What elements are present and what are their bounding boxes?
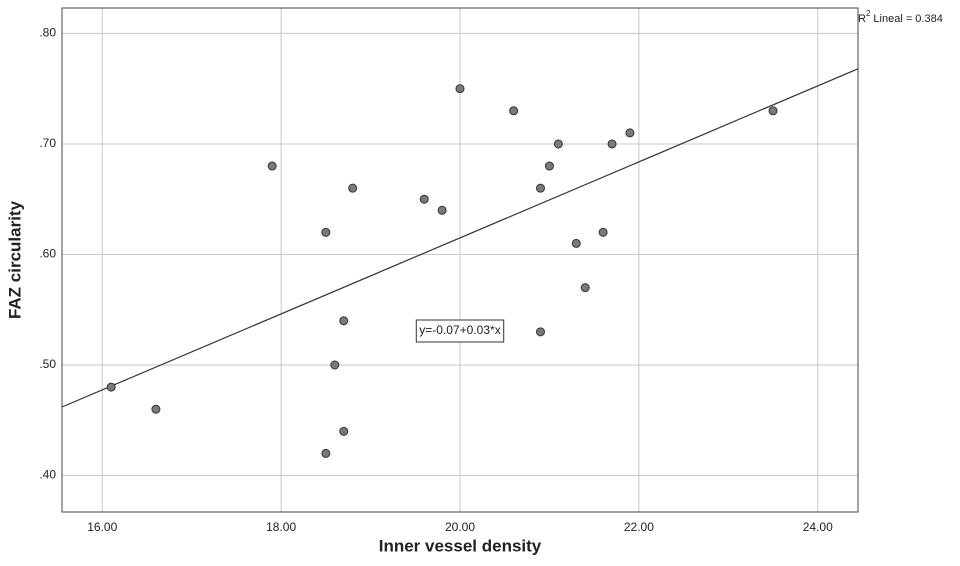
point <box>535 183 545 193</box>
point <box>321 227 331 237</box>
point <box>339 316 349 326</box>
point <box>419 194 429 204</box>
r2-superscript: 2 <box>866 9 871 18</box>
y-tick-label: .50 <box>39 357 56 371</box>
point <box>330 360 340 370</box>
r2-text: Lineal = 0.384 <box>873 13 942 25</box>
point <box>151 404 161 414</box>
point <box>455 84 465 94</box>
x-axis-label: Inner vessel density <box>379 536 542 555</box>
x-tick-label: 16.00 <box>87 520 117 534</box>
y-tick-label: .70 <box>39 136 56 150</box>
y-tick-label: .60 <box>39 247 56 261</box>
point <box>607 139 617 149</box>
point <box>625 128 635 138</box>
point <box>321 448 331 458</box>
plot-frame <box>61 7 859 513</box>
point <box>571 238 581 248</box>
point <box>553 139 563 149</box>
fit-line <box>61 68 859 408</box>
point <box>106 382 116 392</box>
point <box>267 161 277 171</box>
point <box>598 227 608 237</box>
y-tick-label: .40 <box>39 468 56 482</box>
point <box>535 327 545 337</box>
y-axis-label: FAZ circularity <box>5 200 24 319</box>
fit-equation: y=-0.07+0.03*x <box>419 323 500 337</box>
r2-prefix: R <box>858 13 866 25</box>
r2-legend: R2 Lineal = 0.384 <box>858 9 943 25</box>
point <box>509 106 519 116</box>
point <box>768 106 778 116</box>
equation-box <box>415 319 505 343</box>
x-tick-label: 20.00 <box>445 520 475 534</box>
y-tick-label: .80 <box>39 26 56 40</box>
point <box>437 205 447 215</box>
x-tick-label: 24.00 <box>803 520 833 534</box>
x-tick-label: 18.00 <box>266 520 296 534</box>
point <box>580 283 590 293</box>
point <box>339 426 349 436</box>
point <box>348 183 358 193</box>
x-tick-label: 22.00 <box>624 520 654 534</box>
point <box>544 161 554 171</box>
